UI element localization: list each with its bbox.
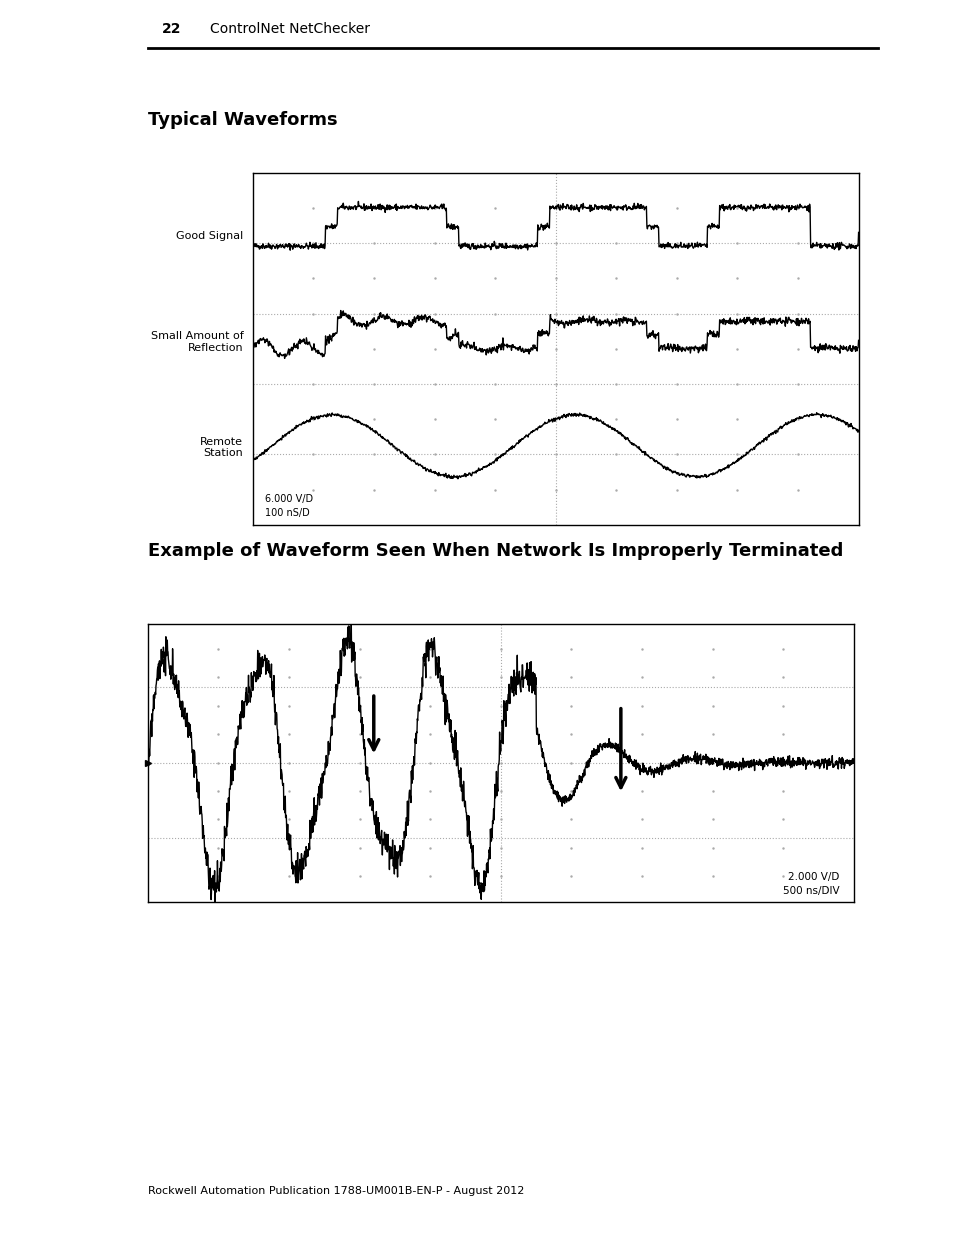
Text: Rockwell Automation Publication 1788-UM001B-EN-P - August 2012: Rockwell Automation Publication 1788-UM0… xyxy=(148,1186,524,1195)
Text: ControlNet NetChecker: ControlNet NetChecker xyxy=(210,21,370,36)
Text: Example of Waveform Seen When Network Is Improperly Terminated: Example of Waveform Seen When Network Is… xyxy=(148,542,842,559)
Text: Remote
Station: Remote Station xyxy=(200,437,243,458)
Text: Small Amount of
Reflection: Small Amount of Reflection xyxy=(151,331,243,353)
Text: Good Signal: Good Signal xyxy=(176,231,243,241)
Text: Typical Waveforms: Typical Waveforms xyxy=(148,111,337,128)
Text: 6.000 V/D
100 nS/D: 6.000 V/D 100 nS/D xyxy=(265,494,313,517)
Text: 22: 22 xyxy=(162,21,181,36)
Text: 2.000 V/D
500 ns/DIV: 2.000 V/D 500 ns/DIV xyxy=(782,872,839,897)
